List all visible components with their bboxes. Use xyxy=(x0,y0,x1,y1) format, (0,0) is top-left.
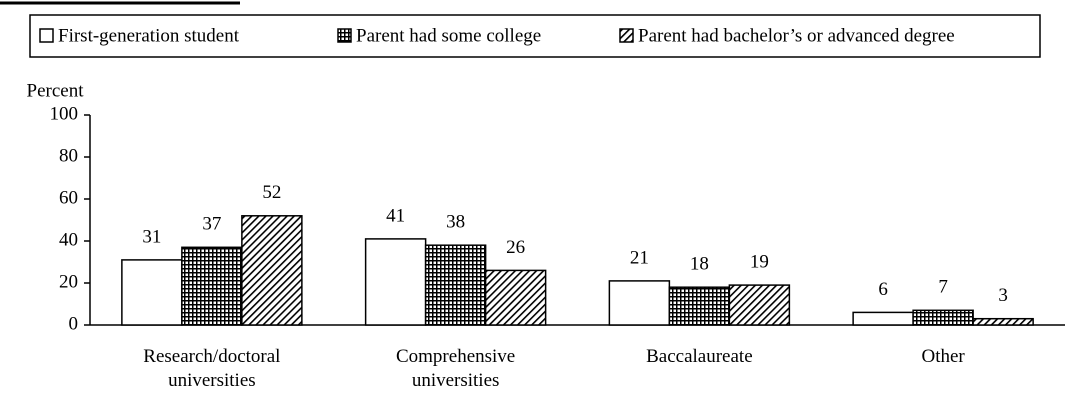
y-tick-label: 40 xyxy=(59,229,78,250)
legend-swatch xyxy=(619,28,634,43)
data-label: 3 xyxy=(998,285,1008,306)
data-label: 31 xyxy=(142,226,161,247)
data-label: 26 xyxy=(506,237,525,258)
data-label: 38 xyxy=(446,212,465,233)
legend-box xyxy=(29,14,1041,58)
bar xyxy=(484,269,547,326)
bar xyxy=(608,280,671,326)
y-tick-label: 20 xyxy=(59,271,78,292)
data-label: 21 xyxy=(630,247,649,268)
y-axis-label: Percent xyxy=(27,80,85,101)
x-tick-label: Comprehensive universities xyxy=(396,346,515,391)
data-label: 37 xyxy=(202,214,221,235)
bar xyxy=(364,238,427,326)
legend-label: Parent had some college xyxy=(356,25,541,46)
bar xyxy=(972,317,1034,326)
y-tick-label: 0 xyxy=(69,313,79,334)
data-label: 18 xyxy=(690,254,709,275)
legend-swatch xyxy=(337,28,352,43)
x-tick-label: Other xyxy=(921,346,965,367)
bar xyxy=(668,286,731,326)
data-label: 41 xyxy=(386,205,405,226)
data-label: 19 xyxy=(750,251,769,272)
bar xyxy=(121,259,183,326)
legend-swatch xyxy=(39,28,54,43)
data-label: 52 xyxy=(262,182,281,203)
legend-label: Parent had bachelor’s or advanced degree xyxy=(638,25,955,46)
bar xyxy=(852,311,914,326)
bar xyxy=(181,246,243,326)
y-tick-label: 60 xyxy=(59,187,78,208)
bar xyxy=(912,309,974,326)
y-tick-label: 100 xyxy=(50,103,79,124)
bar xyxy=(424,244,487,326)
bar xyxy=(728,284,791,326)
y-tick-label: 80 xyxy=(59,145,78,166)
data-label: 7 xyxy=(938,277,948,298)
bar xyxy=(241,215,303,326)
data-label: 6 xyxy=(878,279,888,300)
x-tick-label: Baccalaureate xyxy=(646,346,753,367)
legend-label: First-generation student xyxy=(58,25,240,46)
x-tick-label: Research/doctoral universities xyxy=(143,346,280,391)
